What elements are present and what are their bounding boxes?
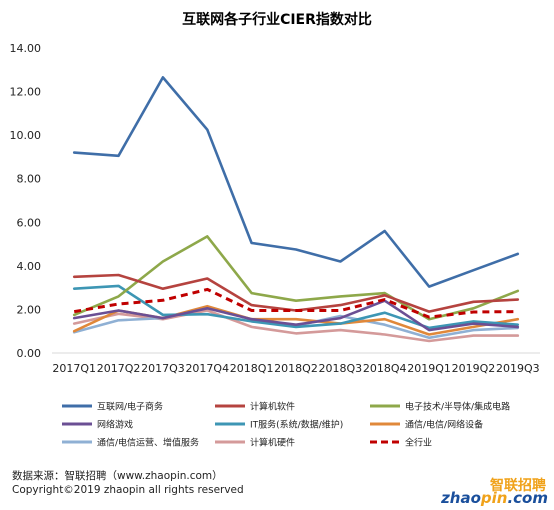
logo-english-main: zhao [441,489,481,507]
copyright-text: Copyright©2019 zhaopin all rights reserv… [12,484,244,496]
y-tick-label: 10.00 [10,129,42,142]
series-line [72,235,520,321]
x-tick-label: 2017Q3 [141,362,185,375]
series-line [72,76,520,288]
logo-english-accent: pin [480,489,508,507]
legend-label: 计算机软件 [250,401,295,413]
x-tick-label: 2017Q4 [185,362,229,375]
y-tick-label: 14.00 [10,42,42,55]
legend-label: 全行业 [405,437,432,449]
x-tick-label: 2019Q2 [452,362,496,375]
zhaopin-logo: 智联招聘 zhaopin.com [441,475,548,507]
series-lines [72,76,520,343]
legend-label: 网络游戏 [97,419,133,431]
series-line [73,287,518,319]
x-tick-label: 2018Q1 [230,362,274,375]
x-tick-label: 2019Q3 [496,362,540,375]
y-tick-label: 2.00 [17,303,42,316]
x-tick-label: 2017Q1 [52,362,96,375]
legend-label: 通信/电信/网络设备 [405,419,483,431]
x-tick-label: 2018Q2 [274,362,318,375]
chart-title: 互联网各子行业CIER指数对比 [182,11,372,28]
data-source-text: 数据来源：智联招聘（www.zhaopin.com） [12,470,223,482]
x-tick-label: 2019Q1 [407,362,451,375]
y-tick-label: 12.00 [10,86,42,99]
series-line [72,309,520,343]
x-axis-ticks: 2017Q1 2017Q2 2017Q3 2017Q4 2018Q1 2018Q2 2018… [52,362,539,375]
series-line [72,299,520,332]
y-tick-label: 4.00 [17,260,42,273]
legend-label: 互联网/电子商务 [97,401,163,413]
line-chart: 互联网各子行业CIER指数对比 0.00 2.00 4.00 6.00 8.00 10.0… [10,11,540,449]
y-tick-label: 8.00 [17,173,42,186]
legend-label: 通信/电信运营、增值服务 [97,437,199,449]
x-tick-label: 2018Q4 [363,362,407,375]
logo-chinese: 智联招聘 [490,478,546,494]
legend-label: 计算机硬件 [250,437,295,449]
x-tick-label: 2017Q2 [97,362,141,375]
y-tick-label: 6.00 [17,216,42,229]
logo-english-tail: .com [507,489,548,507]
logo-english: zhaopin.com [441,489,548,507]
legend-label: IT服务(系统/数据/维护) [250,419,343,431]
series-line [72,284,520,330]
x-tick-label: 2018Q3 [319,362,363,375]
y-axis-ticks: 0.00 2.00 4.00 6.00 8.00 10.00 12.00 14.00 [10,42,42,360]
legend-label: 电子技术/半导体/集成电路 [405,401,510,413]
y-tick-label: 0.00 [17,347,42,360]
